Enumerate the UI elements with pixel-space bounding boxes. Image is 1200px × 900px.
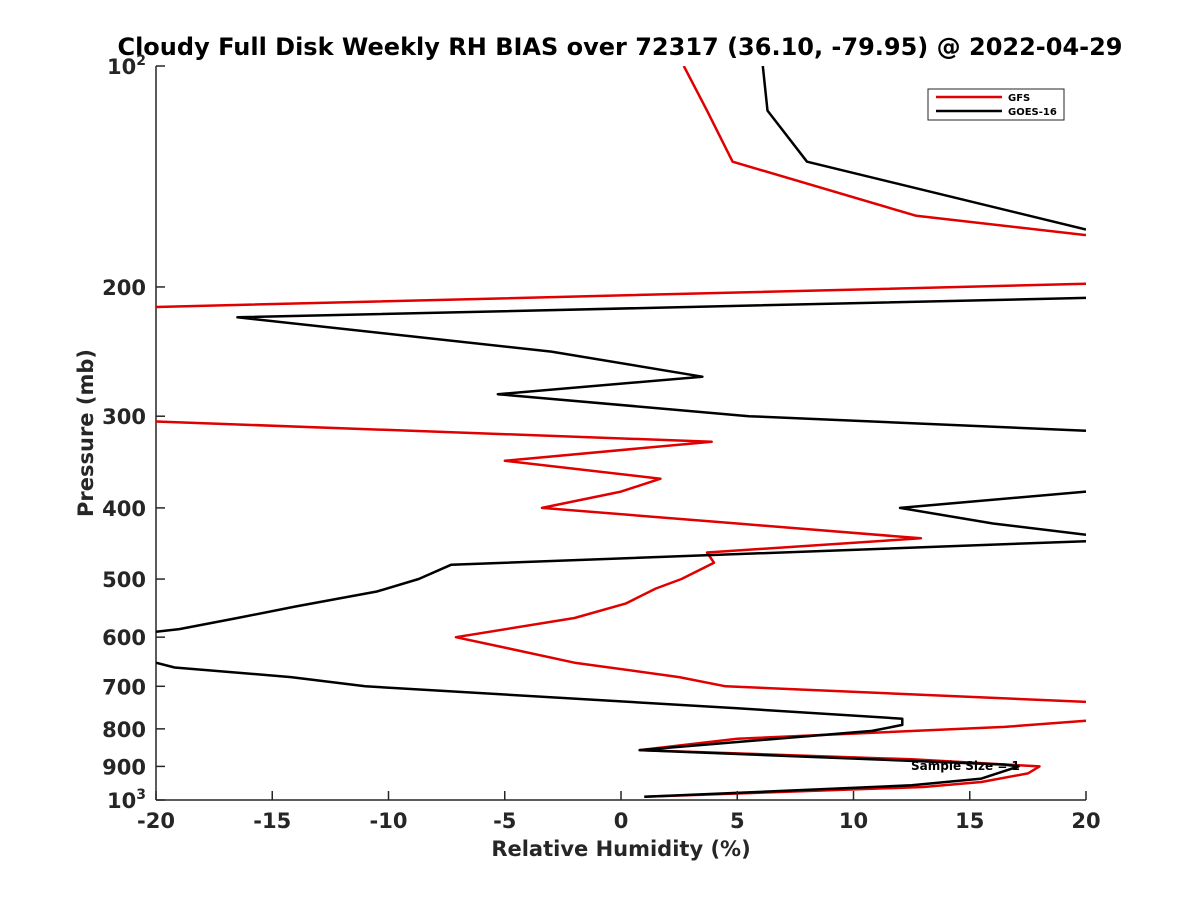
series-line-goes-16 xyxy=(156,66,1086,799)
x-tick-label: 20 xyxy=(1071,809,1100,833)
sample-size-annotation: Sample Size = 1 xyxy=(911,759,1020,773)
x-tick-label: 5 xyxy=(730,809,745,833)
x-tick-label: -20 xyxy=(137,809,175,833)
x-tick-label: -10 xyxy=(370,809,408,833)
chart-title: Cloudy Full Disk Weekly RH BIAS over 723… xyxy=(117,33,1122,61)
y-tick-label: 900 xyxy=(102,755,146,779)
legend-label-gfs: GFS xyxy=(1008,93,1030,104)
x-tick-label: 15 xyxy=(955,809,984,833)
x-tick-label: 10 xyxy=(839,809,868,833)
y-axis-label: Pressure (mb) xyxy=(74,349,98,517)
legend: GFS GOES-16 xyxy=(927,88,1065,121)
y-tick-label: 200 xyxy=(102,276,146,300)
legend-box xyxy=(927,88,1065,121)
plot-background xyxy=(156,66,1086,800)
legend-label-goes-16: GOES-16 xyxy=(1008,107,1057,118)
series-line-gfs xyxy=(156,66,1086,799)
x-tick-label: 0 xyxy=(614,809,629,833)
y-tick-label: 400 xyxy=(102,497,146,521)
plot-area xyxy=(155,66,1086,801)
y-tick-label: 300 xyxy=(102,405,146,429)
x-tick-label: -5 xyxy=(493,809,516,833)
y-tick-label: 800 xyxy=(102,718,146,742)
x-tick-label: -15 xyxy=(253,809,291,833)
x-ticks: -20 -15 -10 -5 0 5 10 15 20 xyxy=(137,791,1101,833)
y-tick-label: 700 xyxy=(102,675,146,699)
y-tick-label: 600 xyxy=(102,626,146,650)
series-layer xyxy=(156,66,1086,799)
y-tick-label: 102 xyxy=(107,53,146,79)
y-tick-label: 500 xyxy=(102,568,146,592)
x-axis-label: Relative Humidity (%) xyxy=(491,837,750,861)
